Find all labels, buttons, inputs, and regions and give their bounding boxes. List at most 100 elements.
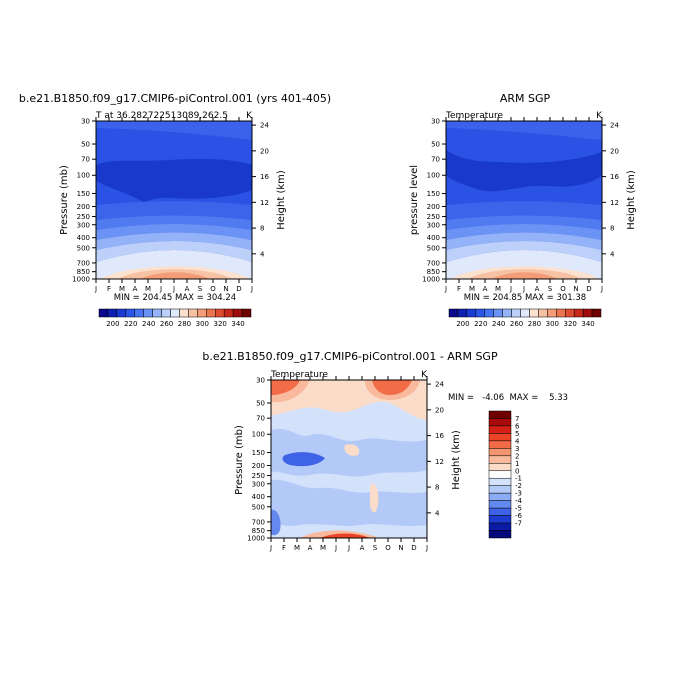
colorbar-label: 300 <box>546 320 559 328</box>
colorbar-label: 2 <box>515 452 519 460</box>
field-band-cold-core <box>96 158 252 202</box>
panel-obs-units: K <box>596 111 603 121</box>
y-right-tick-label: 4 <box>260 250 265 258</box>
panel-model-colorbar: 200 220 240 260 280 300 320 340 <box>98 308 252 328</box>
colorbar-swatch <box>488 477 512 486</box>
panel-model-ylabel: Pressure (mb) <box>59 165 70 235</box>
x-tick-label: N <box>398 544 403 552</box>
colorbar-swatch <box>179 308 189 318</box>
y-tick-label: 850 <box>427 268 440 276</box>
colorbar-swatch <box>488 440 512 449</box>
colorbar-swatch <box>170 308 180 318</box>
colorbar-swatch <box>457 308 468 318</box>
y-tick-label: 100 <box>77 172 90 180</box>
y-tick-label: 50 <box>256 400 265 408</box>
x-tick-label: J <box>250 285 253 293</box>
field-band-top <box>446 121 602 140</box>
y-right-tick-label: 8 <box>610 225 614 233</box>
x-tick-label: A <box>133 285 138 293</box>
x-tick-label: N <box>223 285 228 293</box>
colorbar-swatch <box>484 308 494 318</box>
colorbar-swatch <box>488 522 512 531</box>
x-tick-label: M <box>294 544 300 552</box>
y-right-tick-label: 8 <box>260 225 264 233</box>
x-tick-label: M <box>320 544 326 552</box>
panel-model-axes: J F M A M J J A S O N D J305070100150200250300400500… <box>72 117 269 293</box>
colorbar-swatch <box>466 308 477 318</box>
field-band-5 <box>96 241 252 262</box>
colorbar-swatch <box>107 308 118 318</box>
diff-cool-edge <box>271 509 281 536</box>
colorbar-swatch <box>556 308 566 318</box>
panel-obs: ARM SGP Temperature K J F M A M J J A S O N D J30507… <box>409 92 637 328</box>
y-tick-label: 70 <box>256 415 265 423</box>
y-right-tick-label: 4 <box>610 250 615 258</box>
panel-diff: b.e21.B1850.f09_g17.CMIP6-piControl.001 … <box>202 350 568 552</box>
y-tick-label: 250 <box>77 213 90 221</box>
field-band-3 <box>446 224 602 240</box>
colorbar-label: 280 <box>178 320 191 328</box>
x-tick-label: A <box>185 285 190 293</box>
colorbar-label: 300 <box>196 320 209 328</box>
field-band-cold-core <box>446 150 602 192</box>
y-tick-label: 400 <box>77 234 90 242</box>
panel-obs-title: ARM SGP <box>500 92 551 105</box>
y-right-tick-label: 24 <box>435 381 444 389</box>
colorbar-swatch <box>564 308 575 318</box>
colorbar-swatch <box>475 308 486 318</box>
colorbar-label: 240 <box>492 320 505 328</box>
panel-model-ylabel-right: Height (km) <box>276 170 287 230</box>
diff-warm-spot <box>344 444 360 456</box>
x-tick-label: D <box>411 544 416 552</box>
colorbar-swatch <box>488 463 512 472</box>
y-tick-label: 150 <box>427 190 440 198</box>
x-tick-label: F <box>457 285 461 293</box>
colorbar-label: -3 <box>515 490 522 498</box>
colorbar-swatch <box>488 500 512 509</box>
field-band-2 <box>96 215 252 230</box>
colorbar-label: 340 <box>581 320 594 328</box>
y-tick-label: 1000 <box>72 276 90 284</box>
field-band-4 <box>96 232 252 250</box>
colorbar-swatch <box>591 308 602 318</box>
panel-diff-units: K <box>421 370 428 380</box>
colorbar-label: 240 <box>142 320 155 328</box>
panel-diff-axes: J F M A M J J A S O N D J305070100150200250300400500… <box>247 376 444 552</box>
colorbar-swatch <box>488 418 512 427</box>
y-right-tick-label: 12 <box>435 458 444 466</box>
colorbar-swatch <box>547 308 557 318</box>
y-tick-label: 100 <box>252 431 265 439</box>
panel-model-units: K <box>246 111 253 121</box>
colorbar-swatch <box>488 455 512 464</box>
panel-model-stats: MIN = 204.45 MAX = 304.24 <box>114 293 236 303</box>
colorbar-label: 220 <box>124 320 137 328</box>
colorbar-swatch <box>488 470 512 479</box>
colorbar-label: -5 <box>515 505 522 513</box>
x-tick-label: F <box>282 544 286 552</box>
panel-model-field <box>96 121 252 279</box>
colorbar-label: 7 <box>515 415 519 423</box>
colorbar-swatch <box>529 308 539 318</box>
field-band-5 <box>446 241 602 262</box>
panel-diff-title: b.e21.B1850.f09_g17.CMIP6-piControl.001 … <box>202 350 498 363</box>
x-tick-label: J <box>269 544 272 552</box>
x-tick-label: A <box>535 285 540 293</box>
colorbar-label: 280 <box>528 320 541 328</box>
y-tick-label: 150 <box>77 190 90 198</box>
colorbar-swatch <box>161 308 171 318</box>
diff-warm-right-2 <box>372 380 412 395</box>
x-tick-label: J <box>509 285 512 293</box>
x-tick-label: O <box>560 285 566 293</box>
y-right-tick-label: 24 <box>610 122 619 130</box>
x-tick-label: M <box>469 285 475 293</box>
y-tick-label: 300 <box>252 480 265 488</box>
colorbar-swatch <box>488 530 512 539</box>
colorbar-swatch <box>152 308 162 318</box>
y-tick-label: 30 <box>81 118 90 126</box>
colorbar-swatch <box>206 308 216 318</box>
y-tick-label: 700 <box>77 259 90 267</box>
colorbar-label: -6 <box>515 512 523 520</box>
y-tick-label: 150 <box>252 449 265 457</box>
y-tick-label: 50 <box>431 141 440 149</box>
colorbar-label: 3 <box>515 445 519 453</box>
